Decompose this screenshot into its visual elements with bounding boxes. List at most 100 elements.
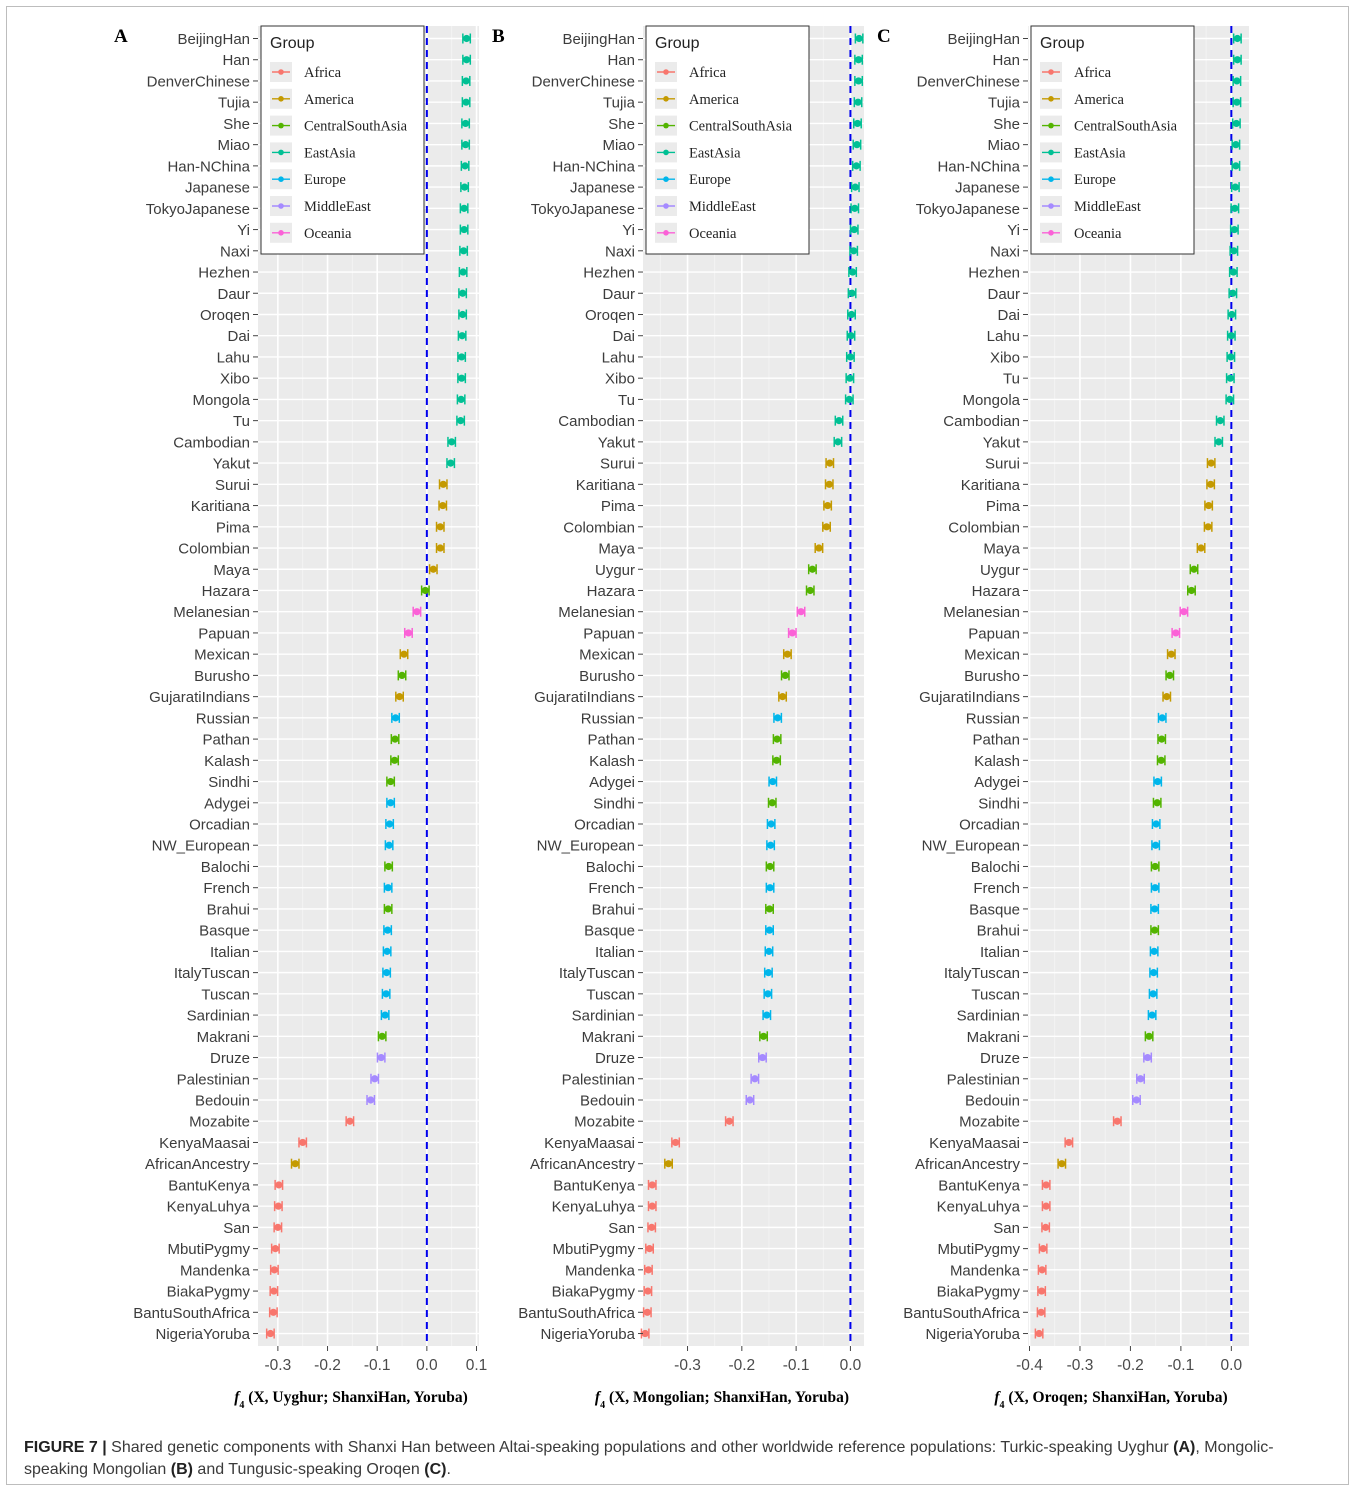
y-tick-label: NW_European <box>152 838 250 855</box>
legend-entry-label: CentralSouthAsia <box>689 119 793 135</box>
y-tick-label: Mandenka <box>950 1262 1021 1279</box>
legend-entry-label: America <box>304 92 354 108</box>
data-point <box>438 479 448 490</box>
point-marker <box>1035 1329 1043 1338</box>
data-point <box>1143 1052 1153 1063</box>
data-point <box>1151 819 1161 830</box>
data-point <box>1152 797 1162 808</box>
data-point <box>382 946 392 957</box>
y-tick-label: Tu <box>618 392 635 409</box>
point-marker <box>1158 735 1166 743</box>
legend-entry: Oceania <box>1040 222 1122 243</box>
point-marker <box>1038 1266 1046 1274</box>
y-tick-label: KenyaMaasai <box>544 1135 635 1152</box>
data-point <box>458 288 468 299</box>
legend-entry-label: CentralSouthAsia <box>304 119 408 135</box>
data-point <box>420 585 430 596</box>
y-tick-label: Pathan <box>202 732 250 749</box>
point-marker <box>764 990 772 998</box>
point-marker <box>448 438 456 446</box>
point-marker <box>1058 1160 1066 1168</box>
data-point <box>1229 224 1239 235</box>
data-point <box>757 1052 767 1063</box>
data-point <box>1206 479 1216 490</box>
data-point <box>384 861 394 872</box>
y-tick-label: Makrani <box>967 1029 1020 1046</box>
x-tick-label: -0.4 <box>1016 1357 1043 1374</box>
legend-entry: Oceania <box>270 222 352 243</box>
y-tick-label: Burusho <box>964 668 1020 685</box>
point-marker <box>390 756 399 764</box>
data-point <box>395 691 405 702</box>
data-point <box>1165 670 1175 681</box>
y-tick-label: Melanesian <box>943 604 1020 621</box>
legend-entry: Oceania <box>655 222 737 243</box>
data-point <box>290 1158 300 1169</box>
data-point <box>764 946 774 957</box>
data-point <box>849 245 859 256</box>
point-marker <box>664 1160 673 1168</box>
x-axis-label: f4 (X, Uyghur; ShanxiHan, Yoruba) <box>234 1389 468 1411</box>
point-marker <box>439 501 447 510</box>
point-marker <box>806 586 814 595</box>
point-marker <box>763 1011 771 1019</box>
data-point <box>845 373 855 384</box>
data-point <box>268 1307 278 1318</box>
data-point <box>765 903 774 914</box>
data-point <box>270 1243 280 1254</box>
point-marker <box>270 1287 278 1295</box>
y-tick-label: BeijingHan <box>562 31 635 48</box>
data-point <box>1232 97 1242 108</box>
data-point <box>1150 882 1160 893</box>
legend: Group Africa America CentralSouthAsia EastAs… <box>1030 25 1195 255</box>
y-tick-label: KenyaLuhya <box>167 1199 251 1216</box>
point-marker <box>765 905 774 913</box>
x-tick-label: -0.2 <box>728 1357 755 1374</box>
y-tick-label: Druze <box>595 1050 635 1067</box>
legend-entry-label: MiddleEast <box>304 199 371 215</box>
legend-entry: Africa <box>270 62 342 82</box>
y-tick-label: Basque <box>969 901 1020 918</box>
data-point <box>1225 394 1235 405</box>
data-point <box>845 351 855 362</box>
y-tick-label: Balochi <box>971 859 1020 876</box>
legend-key-point <box>1048 176 1054 182</box>
caption-text-1: Shared genetic components with Shanxi Ha… <box>106 1439 1174 1456</box>
y-tick-label: Mozabite <box>189 1114 250 1131</box>
legend-key-point <box>663 230 669 236</box>
point-marker <box>751 1075 759 1083</box>
y-tick-label: Orcadian <box>959 817 1020 834</box>
x-tick-label: -0.2 <box>1117 1357 1144 1374</box>
point-marker <box>778 693 787 701</box>
point-marker <box>1153 799 1161 807</box>
point-marker <box>851 204 859 212</box>
point-marker <box>671 1138 680 1147</box>
legend-key-point <box>1048 230 1054 236</box>
y-tick-label: NigeriaYoruba <box>925 1326 1020 1343</box>
y-tick-label: Hezhen <box>198 265 250 282</box>
point-marker <box>275 1181 283 1189</box>
point-marker <box>269 1308 277 1316</box>
y-tick-label: Han-NChina <box>552 158 635 175</box>
y-tick-label: San <box>608 1220 635 1237</box>
y-tick-label: Sindhi <box>593 795 635 812</box>
figure-caption: FIGURE 7 | Shared genetic components wit… <box>24 1437 1334 1481</box>
caption-ref-a: (A) <box>1173 1439 1196 1456</box>
point-marker <box>1151 905 1159 913</box>
point-marker <box>767 820 775 828</box>
point-marker <box>439 480 447 488</box>
data-point <box>1228 288 1238 299</box>
point-marker <box>1158 714 1166 722</box>
data-point <box>459 224 469 235</box>
y-tick-label: BeijingHan <box>947 31 1020 48</box>
data-point <box>458 309 468 320</box>
point-marker <box>457 417 465 425</box>
point-marker <box>1233 98 1241 106</box>
y-tick-label: GujaratiIndians <box>919 689 1020 706</box>
data-point <box>404 627 413 638</box>
y-tick-label: Tu <box>1003 371 1020 388</box>
data-point <box>457 330 467 341</box>
data-point <box>1232 75 1242 86</box>
y-tick-label: Dai <box>612 328 635 345</box>
data-point <box>377 1031 387 1042</box>
